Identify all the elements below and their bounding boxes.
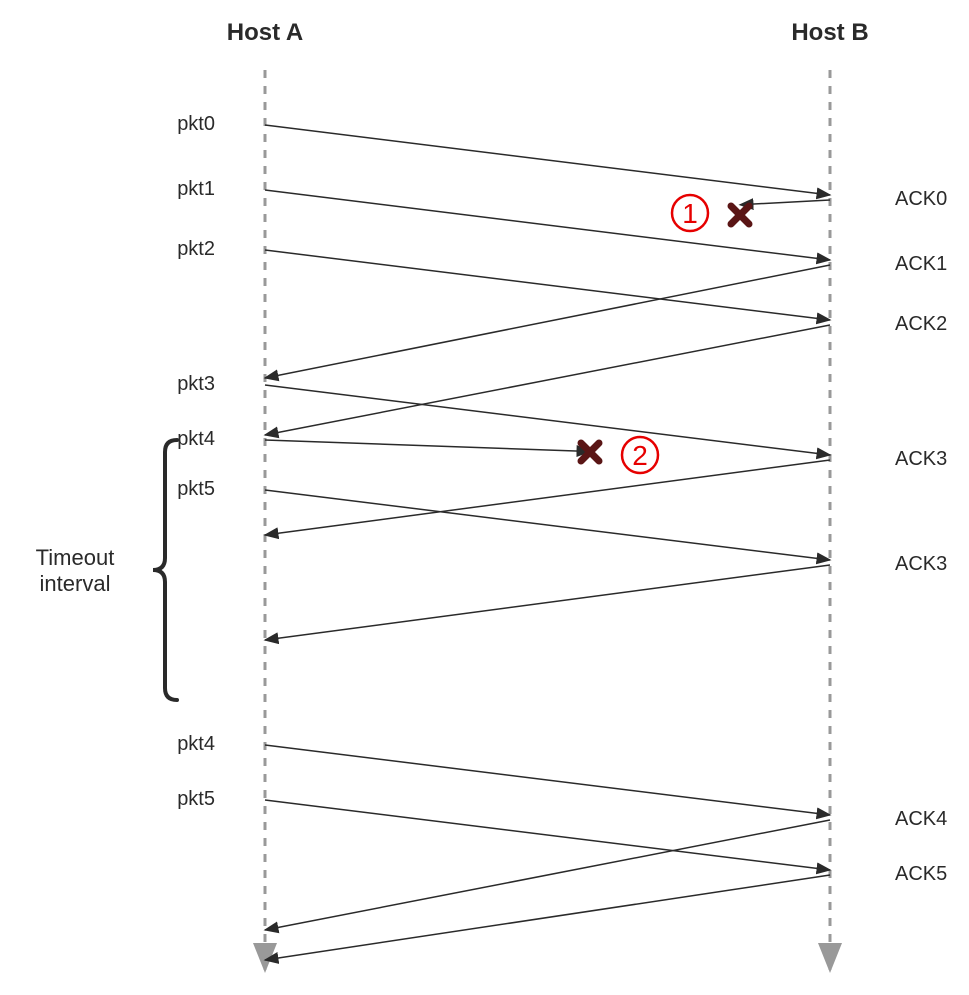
timeout-label-1: Timeout — [36, 545, 115, 570]
packet-label: pkt5 — [177, 478, 215, 500]
packet-label: pkt4 — [177, 733, 215, 755]
packet-label: pkt4 — [177, 428, 215, 450]
packet-arrow — [265, 440, 590, 452]
ack-arrow — [265, 565, 830, 640]
event-marker: 1 — [672, 195, 708, 231]
packet-arrow — [265, 800, 830, 870]
ack-arrow — [265, 265, 830, 378]
packet-label: pkt1 — [177, 178, 215, 200]
ack-label: ACK2 — [895, 313, 947, 335]
lost-cross-icon — [731, 206, 749, 224]
packet-label: pkt5 — [177, 788, 215, 810]
packet-arrow — [265, 490, 830, 560]
event-marker: 2 — [622, 437, 658, 473]
packet-arrow — [265, 125, 830, 195]
svg-text:1: 1 — [682, 198, 698, 229]
ack-label: ACK3 — [895, 553, 947, 575]
ack-arrow — [265, 820, 830, 930]
host-a-label: Host A — [227, 19, 303, 46]
ack-label: ACK4 — [895, 808, 947, 830]
timeout-brace — [153, 440, 177, 700]
ack-label: ACK5 — [895, 863, 947, 885]
sequence-diagram: Host A Host B pkt0 pkt1 pkt2 pkt3 pkt4 pkt5 pkt4… — [0, 0, 969, 995]
packet-arrow — [265, 250, 830, 320]
svg-text:2: 2 — [632, 440, 648, 471]
packet-label: pkt2 — [177, 238, 215, 260]
ack-label: ACK3 — [895, 448, 947, 470]
ack-arrow — [740, 200, 830, 205]
packet-arrow — [265, 745, 830, 815]
ack-label: ACK0 — [895, 188, 947, 210]
ack-arrow — [265, 460, 830, 535]
packet-label: pkt3 — [177, 373, 215, 395]
ack-arrow — [265, 325, 830, 435]
packet-label: pkt0 — [177, 113, 215, 135]
ack-arrow — [265, 875, 830, 960]
timeout-label-2: interval — [40, 571, 111, 596]
packet-arrow — [265, 385, 830, 455]
ack-label: ACK1 — [895, 253, 947, 275]
host-b-label: Host B — [791, 19, 868, 46]
